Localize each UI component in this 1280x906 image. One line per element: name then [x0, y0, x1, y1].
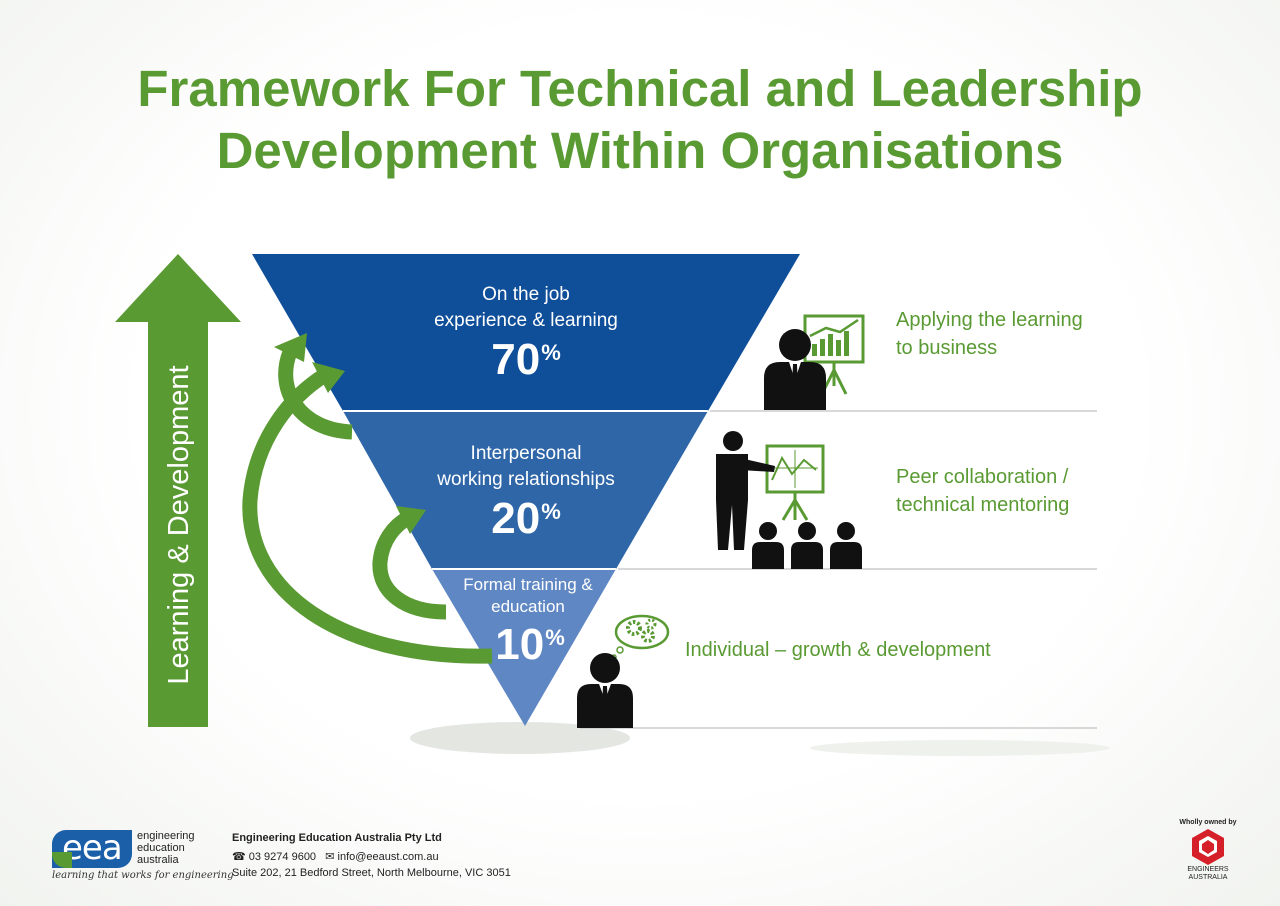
owned-by-label: Wholly owned by — [1179, 819, 1237, 826]
tier-10-percent-sign: % — [545, 625, 565, 650]
contact-line: ☎ 03 9274 9600 ✉ info@eeaust.com.au — [232, 850, 439, 863]
tier-20-description-line-2: technical mentoring — [896, 494, 1070, 516]
tier-10-percent-value: 10 — [495, 620, 545, 669]
tier-10-label: Formal training & education — [438, 574, 618, 618]
tier-10-label-line-1: Formal training & — [463, 575, 593, 594]
tier-20-label-line-1: Interpersonal — [470, 443, 582, 464]
tier-10-description: Individual – growth & development — [685, 636, 991, 664]
tier-20-percent: 20% — [446, 494, 606, 544]
tier-70-percent-sign: % — [541, 340, 561, 365]
tier-20-description-line-1: Peer collaboration / — [896, 466, 1069, 488]
tier-70-percent-value: 70 — [491, 335, 541, 384]
thinking-person-gears-icon — [577, 614, 670, 728]
tier-20-wedge — [343, 411, 708, 569]
engineers-australia-name-line-1: ENGINEERS — [1187, 866, 1229, 873]
company-address: Suite 202, 21 Bedford Street, North Melb… — [232, 867, 511, 879]
phone-icon: ☎ — [232, 851, 246, 863]
email-icon: ✉ — [325, 851, 335, 863]
phone-number: 03 9274 9600 — [248, 851, 317, 863]
learning-arrow — [115, 254, 241, 727]
tier-10-description-line-1: Individual – growth & development — [685, 639, 991, 661]
eea-logo-name-line-2: education — [137, 842, 185, 854]
eea-logo-name-line-1: engineering — [137, 830, 195, 842]
tier-20-label-line-2: working relationships — [437, 469, 615, 490]
tier-10-label-line-2: education — [491, 597, 565, 616]
title-line-1: Framework For Technical and Leadership — [137, 60, 1143, 117]
tier-70-description-line-1: Applying the learning — [896, 309, 1083, 331]
tier-10-wedge — [432, 569, 616, 726]
engineers-australia-name-line-2: AUSTRALIA — [1188, 874, 1228, 881]
large-cycle-arrowhead — [312, 362, 345, 393]
tier-70-wedge — [252, 254, 800, 411]
large-cycle-arrow — [242, 365, 493, 664]
eea-logo-name-line-3: australia — [137, 854, 179, 866]
tier-20-percent-value: 20 — [491, 494, 541, 543]
cycle-arrows — [242, 349, 493, 664]
email-address: info@eeaust.com.au — [337, 851, 439, 863]
pyramid-shadow — [410, 722, 630, 754]
engineers-australia-name: ENGINEERS AUSTRALIA — [1168, 866, 1248, 882]
tier-10-percent: 10% — [450, 620, 610, 670]
tier-20-label: Interpersonal working relationships — [396, 441, 656, 493]
page-title: Framework For Technical and Leadership D… — [0, 58, 1280, 182]
upper-cycle-arrowhead — [274, 333, 307, 362]
tier-70-label-line-2: experience & learning — [434, 310, 618, 331]
eea-tagline: learning that works for engineering — [52, 870, 234, 881]
presenter-with-audience-icon — [716, 431, 862, 569]
eea-logo-word: eea — [62, 830, 123, 868]
presenter-with-chart-icon — [764, 314, 865, 410]
tier-70-description-line-2: to business — [896, 337, 998, 359]
learning-development-label: Learning & Development — [163, 365, 195, 685]
engineers-australia-logo — [1192, 829, 1224, 865]
ground-shadow — [810, 740, 1110, 756]
eea-logo-name: engineering education australia — [137, 830, 195, 866]
tier-70-percent: 70% — [446, 335, 606, 385]
tier-70-description: Applying the learning to business — [896, 306, 1083, 362]
lower-cycle-arrowhead — [396, 506, 426, 534]
eea-logo-green-accent — [52, 852, 72, 868]
tier-20-percent-sign: % — [541, 499, 561, 524]
company-name: Engineering Education Australia Pty Ltd — [232, 832, 442, 844]
upper-cycle-arrow — [278, 349, 353, 440]
title-line-2: Development Within Organisations — [216, 122, 1064, 179]
tier-70-label: On the job experience & learning — [396, 282, 656, 334]
lower-cycle-arrow — [372, 511, 447, 620]
tier-20-description: Peer collaboration / technical mentoring — [896, 463, 1069, 519]
tier-70-label-line-1: On the job — [482, 284, 570, 305]
